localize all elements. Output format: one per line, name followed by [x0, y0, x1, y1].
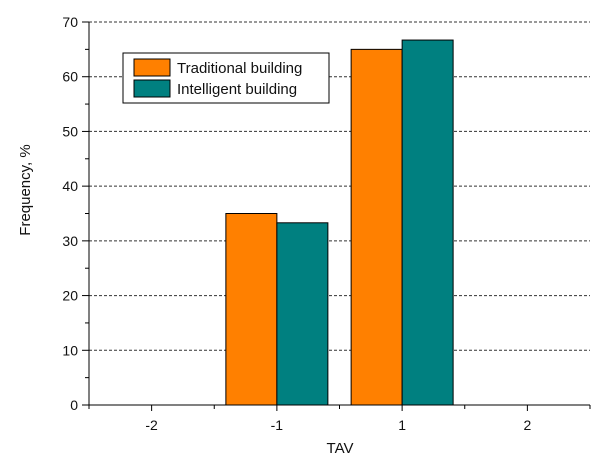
y-axis-title: Frequency, % — [17, 144, 34, 235]
ticks: 0 10 20 30 40 50 60 70 -2 -1 1 2 — [62, 14, 591, 433]
y-tick-label: 50 — [62, 123, 78, 139]
x-axis-title: TAV — [327, 440, 354, 457]
legend: Traditional building Intelligent buildin… — [122, 52, 330, 104]
y-tick-label: 20 — [62, 288, 78, 304]
legend-swatch-intelligent — [133, 79, 171, 98]
x-tick-label: 1 — [398, 417, 406, 433]
bar-traditional--1 — [225, 213, 278, 406]
gridlines — [89, 21, 590, 351]
x-tick-label: 2 — [523, 417, 531, 433]
x-tick-label: -1 — [271, 417, 284, 433]
bars — [225, 39, 454, 406]
y-tick-label: 30 — [62, 233, 78, 249]
y-tick-label: 70 — [62, 14, 78, 30]
y-tick-label: 0 — [70, 397, 78, 413]
bar-intelligent--1 — [276, 222, 329, 406]
y-tick-label: 40 — [62, 178, 78, 194]
legend-label-intelligent: Intelligent building — [177, 81, 297, 98]
bar-intelligent-1 — [401, 39, 454, 406]
x-tick-label: -2 — [145, 417, 158, 433]
legend-label-traditional: Traditional building — [177, 60, 302, 77]
y-tick-label: 60 — [62, 69, 78, 85]
y-tick-label: 10 — [62, 342, 78, 358]
bar-traditional-1 — [350, 48, 403, 406]
legend-swatch-traditional — [133, 58, 171, 77]
